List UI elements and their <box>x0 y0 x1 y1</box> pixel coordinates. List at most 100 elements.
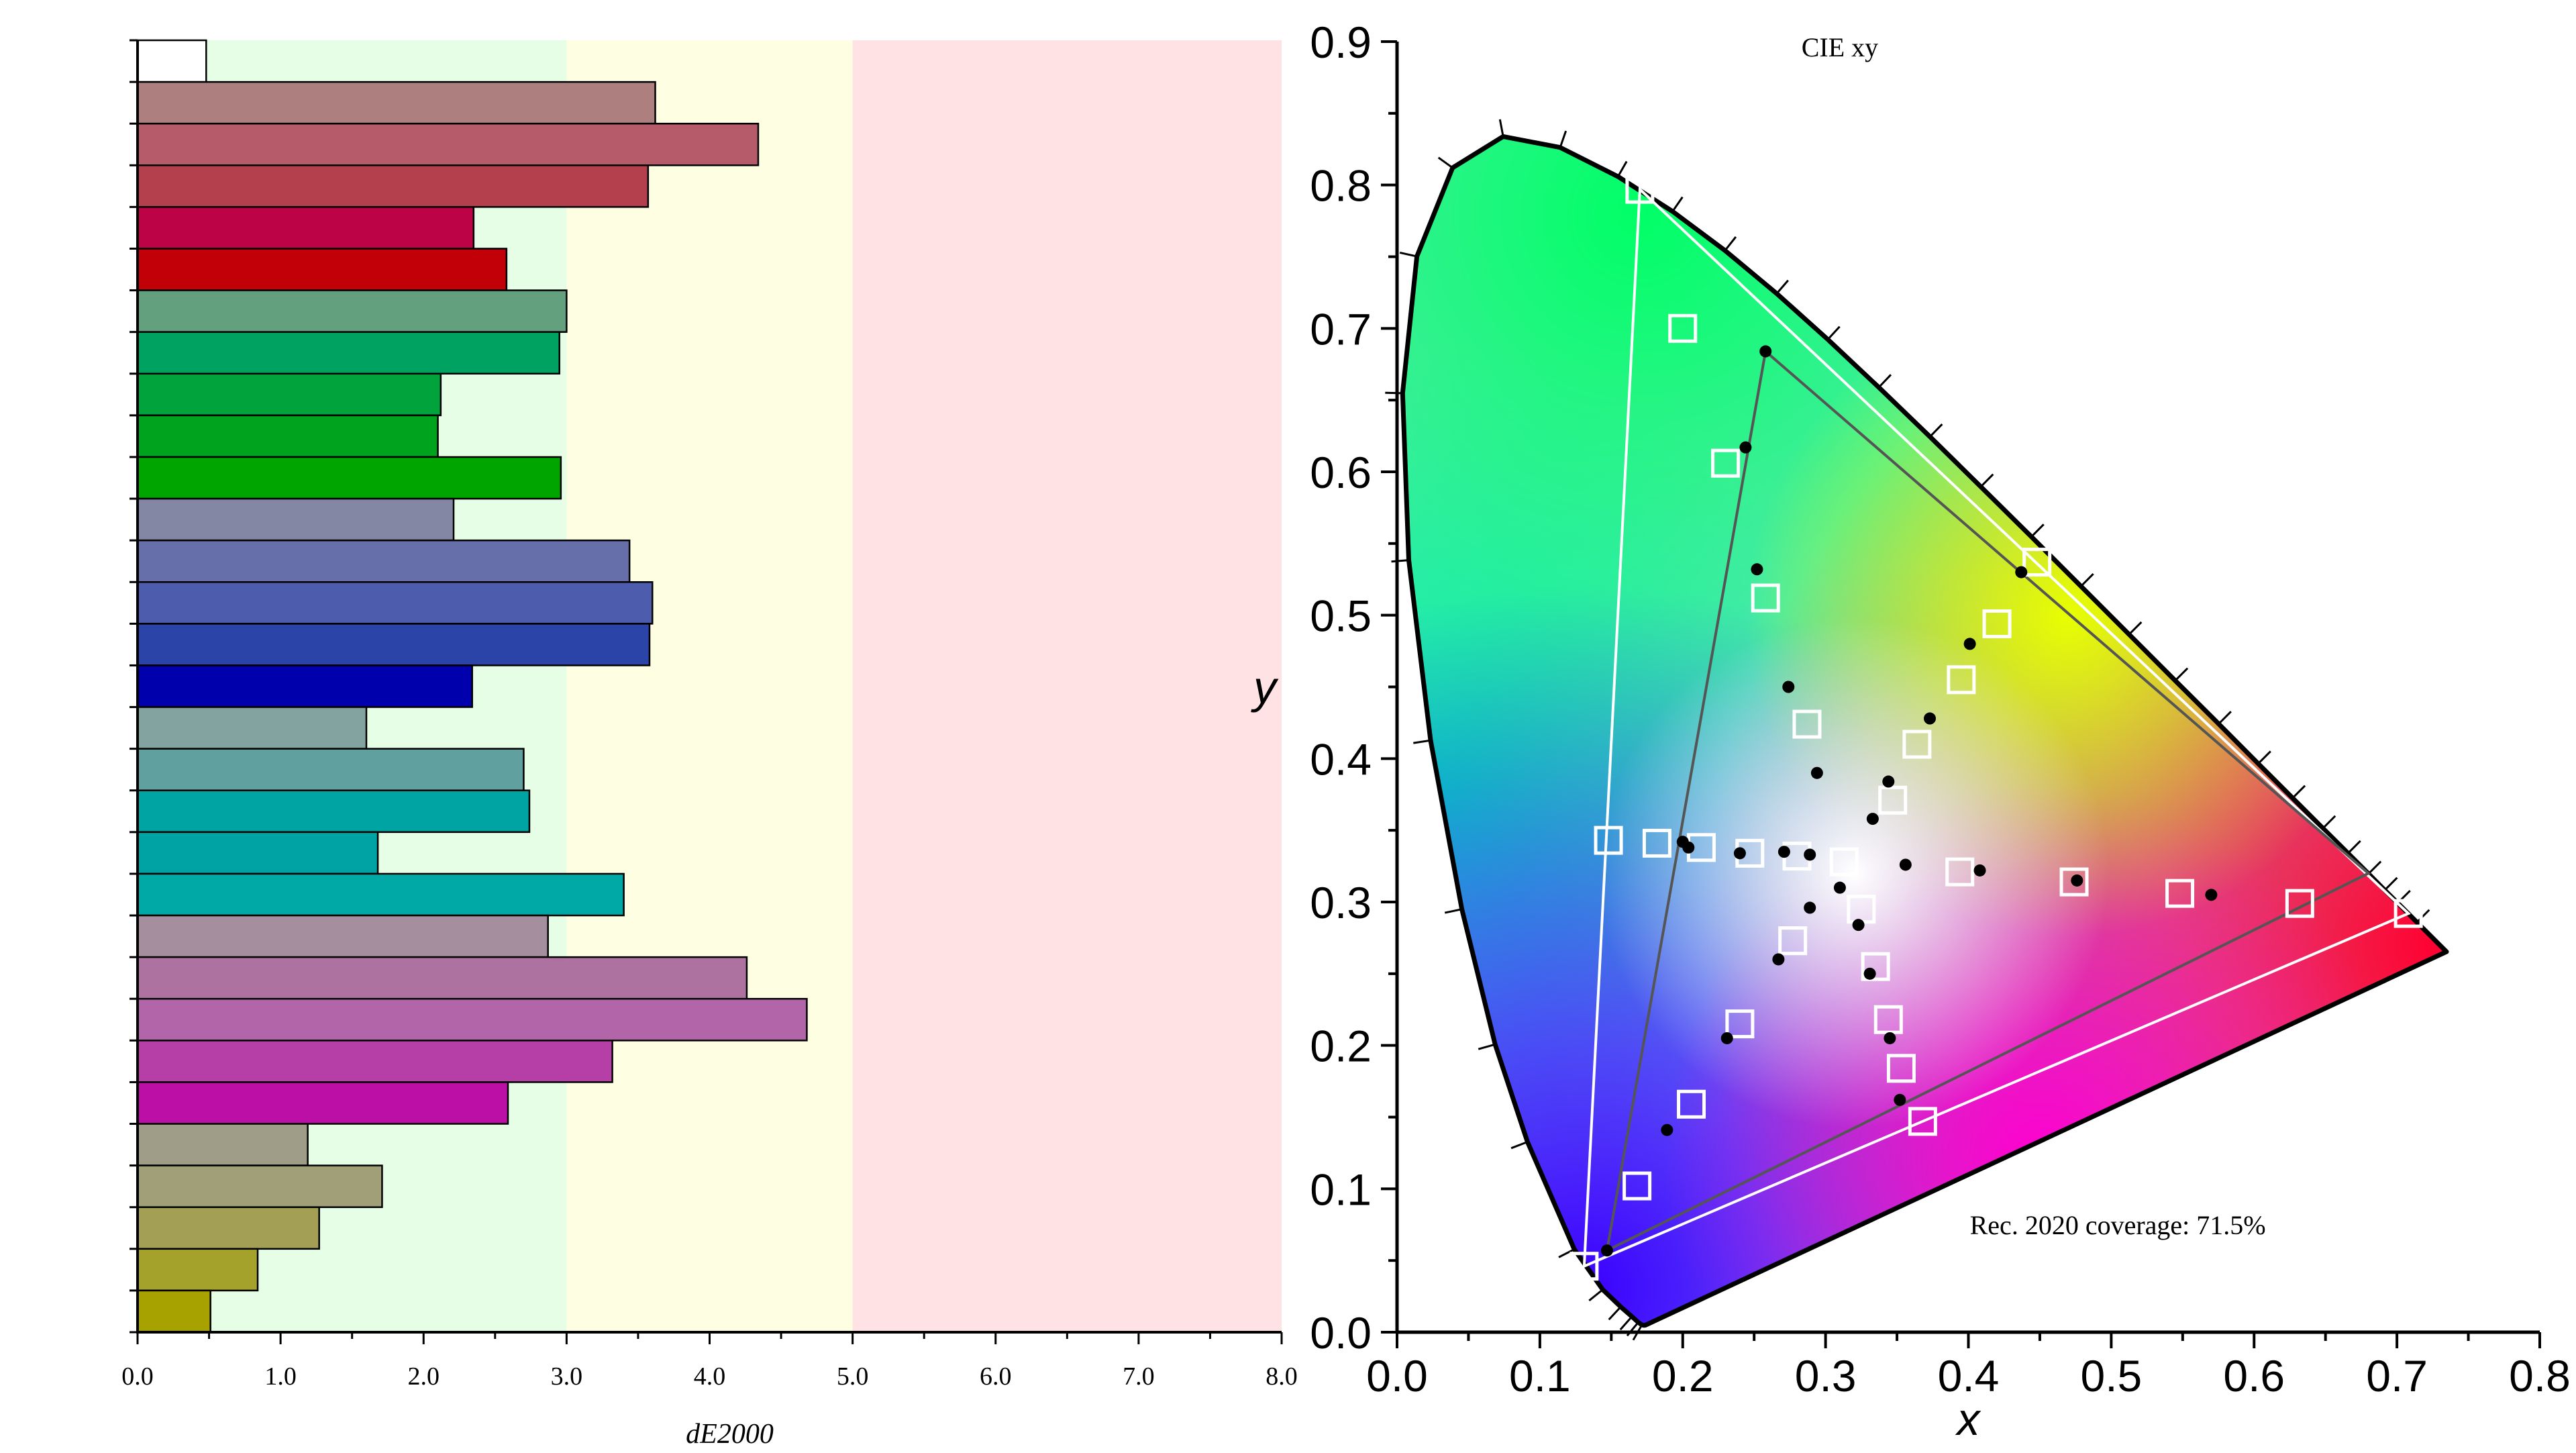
wavelength-tick <box>1929 423 1943 438</box>
measured-point-1 <box>1739 441 1752 454</box>
target-square-13 <box>1878 785 1908 815</box>
bar-x-tick-label: 0.0 <box>121 1362 154 1391</box>
cie-x-tick-label: 0.8 <box>2509 1351 2571 1401</box>
wavelength-tick <box>2367 860 2382 874</box>
cie-y-tick-label: 0.6 <box>1310 448 1372 497</box>
target-square-12 <box>1792 709 1822 739</box>
measured-point-13 <box>1778 846 1790 858</box>
wavelength-tick <box>1558 1248 1575 1258</box>
bar-x-tick-label: 1.0 <box>264 1362 297 1391</box>
measured-point-7 <box>1810 766 1823 779</box>
measured-point-28 <box>1600 1244 1613 1257</box>
cie-x-axis-title: x <box>1955 1394 1981 1445</box>
measured-point-19 <box>1833 881 1846 894</box>
wavelength-tick <box>1478 1043 1496 1050</box>
cie-y-tick-label: 0.2 <box>1310 1021 1372 1071</box>
tolerance-zone-1 <box>566 40 853 1332</box>
measured-point-24 <box>1720 1032 1733 1044</box>
wavelength-tick <box>1979 473 1994 488</box>
wavelength-tick <box>2347 840 2361 854</box>
cie-y-axis-title: y <box>1251 662 1279 713</box>
wavelength-tick <box>2128 621 2143 636</box>
wavelength-tick <box>1619 1315 1633 1331</box>
bar-x-axis-title: dE2000 <box>686 1419 774 1450</box>
de2000-bar-5 <box>136 248 508 291</box>
measured-point-5 <box>1924 712 1937 725</box>
cie-y-tick-label: 0.3 <box>1310 878 1372 928</box>
de2000-bar-16 <box>136 706 368 750</box>
cie-y-tick-label: 0.7 <box>1310 304 1372 354</box>
wavelength-tick <box>1437 156 1453 169</box>
gamut-triangle-1 <box>1605 348 2371 1253</box>
de2000-bar-26 <box>136 1123 309 1166</box>
de2000-bar-23 <box>136 997 808 1042</box>
measured-point-11 <box>1682 841 1695 854</box>
target-square-29 <box>1886 1054 1916 1083</box>
target-square-19 <box>2059 867 2089 897</box>
measured-point-26 <box>1894 1093 1906 1106</box>
fill-layer-g-white <box>1402 136 2446 1325</box>
wavelength-tick <box>2257 750 2271 764</box>
de2000-bar-17 <box>136 748 525 791</box>
wavelength-tick <box>1444 908 1462 914</box>
wavelength-tick <box>2322 815 2336 830</box>
wavelength-tick <box>1617 160 1628 177</box>
de2000-bar-3 <box>136 164 650 208</box>
de2000-bar-14 <box>136 623 651 666</box>
bar-x-tick-label: 3.0 <box>551 1362 583 1391</box>
target-square-30 <box>1908 1107 1937 1136</box>
wavelength-tick <box>2174 667 2189 682</box>
de2000-bar-1 <box>136 81 656 125</box>
target-square-6 <box>1594 825 1623 855</box>
de2000-bar-4 <box>136 206 475 250</box>
bar-x-tick-label: 6.0 <box>980 1362 1012 1391</box>
bar-x-tick-label: 8.0 <box>1266 1362 1298 1391</box>
de2000-bar-30 <box>136 1289 211 1334</box>
cie-y-tick-label: 0.8 <box>1310 161 1372 211</box>
measured-point-20 <box>1804 901 1816 914</box>
cie-x-tick-label: 0.7 <box>2366 1351 2428 1401</box>
target-square-7 <box>1642 828 1671 858</box>
wavelength-tick <box>1724 236 1737 252</box>
wavelength-tick <box>1391 559 1409 563</box>
bar-x-tick-label: 2.0 <box>408 1362 440 1391</box>
de2000-bar-12 <box>136 539 631 583</box>
target-square-18 <box>1945 857 1975 887</box>
coverage-annotation: Rec. 2020 coverage: 71.5% <box>1970 1210 2266 1240</box>
wavelength-tick <box>1608 1306 1622 1321</box>
measured-point-15 <box>1899 858 1912 871</box>
target-square-21 <box>2285 889 2314 918</box>
target-square-5 <box>1751 583 1780 613</box>
measured-point-22 <box>1772 953 1785 966</box>
wavelength-tick <box>2080 573 2094 587</box>
de2000-bar-0 <box>136 39 207 83</box>
wavelength-tick <box>1510 1141 1528 1150</box>
tolerance-zone-2 <box>852 40 1282 1332</box>
cie-x-tick-label: 0.4 <box>1938 1351 2000 1401</box>
target-square-11 <box>1829 847 1859 876</box>
target-square-26 <box>1622 1171 1652 1201</box>
cie-y-tick-label: 0.0 <box>1310 1308 1372 1358</box>
measured-point-25 <box>1884 1032 1896 1044</box>
wavelength-tick <box>1671 196 1684 212</box>
bar-x-tick-label: 7.0 <box>1123 1362 1155 1391</box>
measured-point-27 <box>1661 1123 1673 1136</box>
wavelength-tick <box>2030 523 2045 538</box>
cie-xy-diagram: 0.0 0.1 0.2 0.3 0.4 0.5 0.6 0.7 0.8 0.0 0.1 0.2 0.3 0… <box>1251 17 2571 1445</box>
measured-point-6 <box>1782 681 1795 693</box>
de2000-bar-22 <box>136 956 748 1000</box>
de2000-bar-15 <box>136 664 473 708</box>
de2000-bar-21 <box>136 914 549 958</box>
measured-point-9 <box>1866 813 1879 825</box>
cie-y-tick-label: 0.9 <box>1310 17 1372 67</box>
cie-chart-title: CIE xy <box>1802 32 1878 62</box>
de2000-bar-10 <box>136 456 562 500</box>
target-square-28 <box>1873 1005 1903 1034</box>
de2000-bar-chart: 0.0 1.0 2.0 3.0 4.0 5.0 6.0 7.0 8.0 dE2000 <box>121 39 1298 1450</box>
de2000-bar-11 <box>136 497 455 542</box>
measured-point-21 <box>1852 919 1865 932</box>
wavelength-tick <box>2291 785 2306 799</box>
de2000-bar-6 <box>136 289 568 333</box>
measured-point-8 <box>1882 775 1895 788</box>
wavelength-tick <box>1559 130 1567 148</box>
